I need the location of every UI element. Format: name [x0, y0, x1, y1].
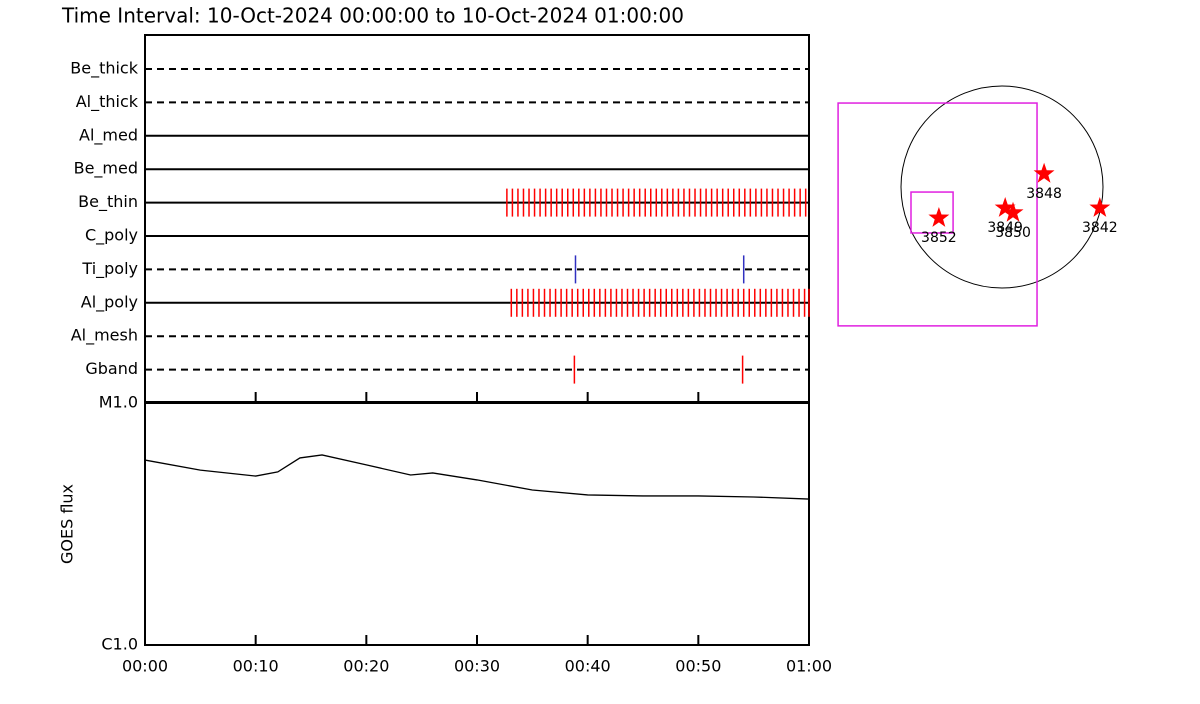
x-tick-label: 01:00	[786, 657, 832, 676]
row-label: Be_med	[74, 159, 138, 179]
row-label: Al_thick	[76, 92, 139, 112]
x-tick-label: 00:00	[122, 657, 168, 676]
goes-line	[144, 454, 810, 500]
field-of-view	[910, 191, 954, 234]
region-label: 3848	[1026, 186, 1062, 202]
row-label: C_poly	[85, 226, 138, 246]
x-tick-label: 00:10	[233, 657, 279, 676]
row-label: Al_poly	[81, 292, 138, 312]
field-of-view	[837, 102, 1038, 327]
row-label: Al_mesh	[71, 326, 138, 346]
row-label: Gband	[85, 359, 138, 378]
active-region	[928, 207, 950, 227]
row-label: Be_thick	[70, 59, 138, 79]
row-label: Ti_poly	[81, 259, 138, 279]
solar-disk	[900, 85, 1104, 289]
y-tick-label: C1.0	[101, 635, 138, 654]
region-label: 3842	[1082, 220, 1118, 236]
active-region	[1089, 197, 1111, 217]
active-region	[994, 197, 1016, 217]
row-label: Be_thin	[78, 192, 138, 212]
region-label: 3850	[995, 225, 1031, 241]
y-axis-label: GOES flux	[58, 484, 77, 564]
x-tick-label: 00:20	[343, 657, 389, 676]
x-tick-label: 00:50	[675, 657, 721, 676]
active-region	[1033, 162, 1055, 183]
goes-frame	[144, 402, 810, 646]
region-label: 3852	[921, 230, 957, 246]
x-tick-label: 00:40	[565, 657, 611, 676]
y-tick-label: M1.0	[99, 393, 138, 412]
timeline-frame	[144, 34, 810, 403]
active-region	[1002, 201, 1024, 222]
title: Time Interval: 10-Oct-2024 00:00:00 to 1…	[61, 4, 684, 28]
row-label: Al_med	[79, 125, 138, 145]
region-label: 3849	[987, 220, 1023, 236]
x-tick-label: 00:30	[454, 657, 500, 676]
